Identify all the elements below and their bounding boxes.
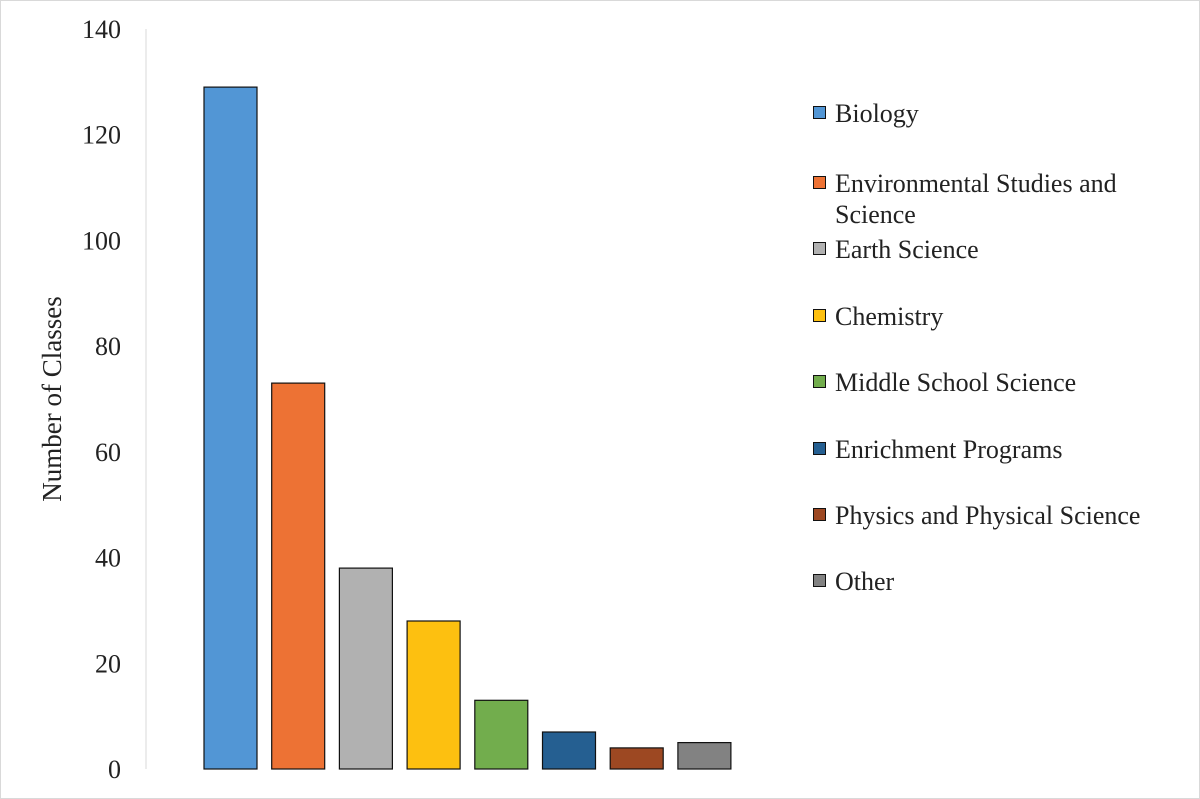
legend-label: Chemistry <box>835 302 944 331</box>
legend-item: Physics and Physical Science <box>813 500 1183 531</box>
y-tick-label: 40 <box>95 544 121 573</box>
y-tick-label: 20 <box>95 649 121 678</box>
bar-other <box>677 741 732 770</box>
legend-item: Chemistry <box>813 301 1183 332</box>
legend-item: Enrichment Programs <box>813 434 1183 465</box>
legend-swatch <box>813 574 826 587</box>
legend-item: Middle School Science <box>813 367 1183 398</box>
bars <box>203 86 732 770</box>
legend-label: Physics and Physical Science <box>835 501 1141 530</box>
legend-swatch <box>813 309 826 322</box>
y-tick-label: 60 <box>95 438 121 467</box>
y-tick-labels: 0 20 40 60 80 100 120 140 <box>82 15 121 784</box>
bar-biology <box>203 86 258 770</box>
legend-swatch <box>813 242 826 255</box>
legend-label: Earth Science <box>835 235 979 264</box>
y-tick-label: 80 <box>95 332 121 361</box>
bar-environmental-studies-and-science <box>271 382 326 770</box>
bar-chemistry <box>406 620 461 770</box>
bar-physics-and-physical-science <box>609 747 664 770</box>
legend-label: Enrichment Programs <box>835 435 1063 464</box>
legend-item: Biology <box>813 98 1183 129</box>
bar-earth-science <box>338 567 393 770</box>
legend-item: Other <box>813 566 1183 597</box>
legend-label: Other <box>835 567 895 596</box>
y-tick-label: 120 <box>82 121 121 150</box>
legend-swatch <box>813 106 826 119</box>
bar-middle-school-science <box>474 699 529 770</box>
legend-label: Environmental Studies and Science <box>835 169 1117 229</box>
y-axis-title: Number of Classes <box>37 296 67 501</box>
legend-swatch <box>813 375 826 388</box>
legend-label: Middle School Science <box>835 368 1077 397</box>
y-tick-label: 0 <box>108 755 121 784</box>
y-tick-label: 140 <box>82 15 121 44</box>
bar-enrichment-programs <box>541 731 597 770</box>
legend-swatch <box>813 442 826 455</box>
legend-item: Environmental Studies and Science <box>813 168 1183 230</box>
y-tick-label: 100 <box>82 226 121 255</box>
legend-label: Biology <box>835 99 919 128</box>
legend-swatch <box>813 508 826 521</box>
legend-swatch <box>813 176 826 189</box>
legend-item: Earth Science <box>813 234 1183 265</box>
